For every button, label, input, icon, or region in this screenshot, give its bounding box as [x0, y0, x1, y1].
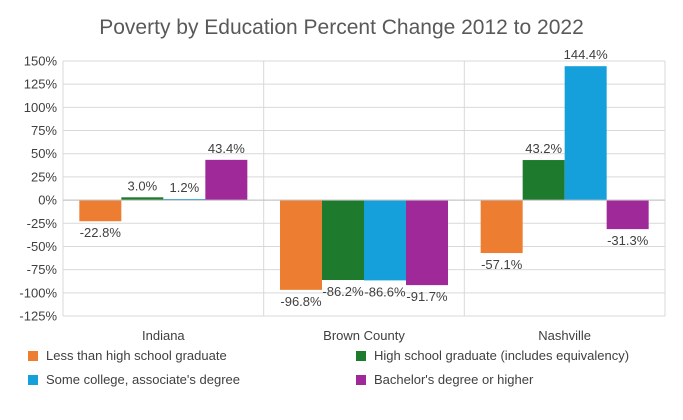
y-tick-label: 0%: [38, 193, 57, 208]
y-tick-label: -125%: [19, 309, 57, 324]
data-label: -96.8%: [280, 294, 322, 309]
y-tick-label: -50%: [27, 239, 58, 254]
bar: [406, 200, 448, 286]
bar: [364, 200, 406, 281]
bar: [205, 159, 248, 201]
data-label: -86.2%: [322, 284, 364, 299]
legend-item: Bachelor's degree or higher: [356, 372, 533, 387]
bar: [79, 200, 122, 222]
bar: [564, 66, 607, 201]
data-label: -31.3%: [607, 233, 649, 248]
bar: [480, 200, 523, 254]
y-tick-label: 25%: [31, 169, 57, 184]
y-tick-label: -25%: [27, 216, 58, 231]
y-tick-label: -100%: [19, 285, 57, 300]
bar: [322, 200, 364, 281]
legend-item: High school graduate (includes equivalen…: [356, 348, 629, 363]
legend-item: Some college, associate's degree: [28, 372, 240, 387]
y-tick-label: 50%: [31, 146, 57, 161]
y-tick-label: 100%: [24, 100, 58, 115]
legend-swatch: [356, 374, 366, 385]
legend-label: High school graduate (includes equivalen…: [374, 348, 630, 363]
y-tick-label: 75%: [31, 123, 57, 138]
x-category-label: Nashville: [538, 328, 591, 343]
data-label: -91.7%: [406, 289, 448, 304]
bar: [121, 197, 164, 201]
legend-swatch: [28, 350, 38, 361]
legend-label: Less than high school graduate: [46, 348, 227, 363]
legend-swatch: [356, 350, 366, 361]
x-category-label: Brown County: [323, 328, 405, 343]
data-label: -86.6%: [364, 284, 406, 299]
chart-title: Poverty by Education Percent Change 2012…: [99, 16, 584, 39]
bar: [522, 160, 565, 201]
legend-swatch: [28, 374, 38, 385]
y-tick-label: -75%: [27, 262, 58, 277]
legend-label: Some college, associate's degree: [46, 372, 240, 387]
bar: [280, 200, 322, 290]
legend-item: Less than high school graduate: [28, 348, 227, 363]
bar: [163, 198, 206, 201]
bar: [606, 200, 649, 230]
data-label: 43.2%: [525, 141, 562, 156]
data-label: -22.8%: [80, 225, 122, 240]
legend-label: Bachelor's degree or higher: [374, 372, 534, 387]
x-category-label: Indiana: [142, 328, 185, 343]
data-label: 43.4%: [208, 141, 245, 156]
y-tick-label: 125%: [24, 77, 58, 92]
data-label: 3.0%: [128, 178, 158, 193]
data-label: 1.2%: [170, 180, 200, 195]
data-label: 144.4%: [564, 47, 609, 62]
y-tick-label: 150%: [24, 54, 58, 69]
data-label: -57.1%: [481, 257, 523, 272]
